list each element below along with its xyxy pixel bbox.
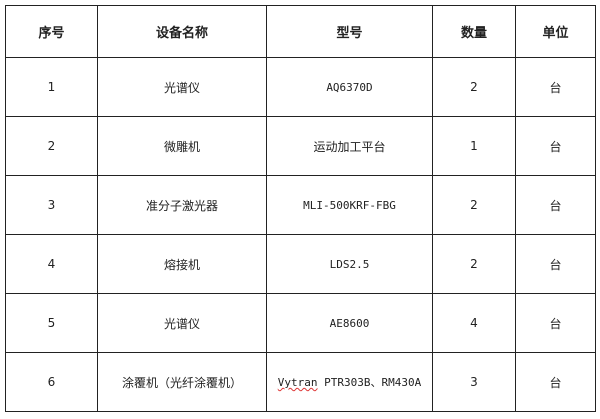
cell-unit: 台	[515, 175, 596, 235]
cell-qty: 2	[432, 175, 516, 235]
table-row: 2 微雕机 运动加工平台 1 台	[5, 116, 596, 176]
cell-no: 6	[5, 352, 98, 412]
cell-model: LDS2.5	[266, 234, 433, 294]
table-row: 3 准分子激光器 MLI-500KRF-FBG 2 台	[5, 175, 596, 235]
header-no: 序号	[5, 5, 98, 58]
cell-no: 1	[5, 57, 98, 117]
cell-unit: 台	[515, 116, 596, 176]
cell-unit: 台	[515, 293, 596, 353]
cell-qty: 2	[432, 234, 516, 294]
cell-unit: 台	[515, 57, 596, 117]
cell-name: 准分子激光器	[97, 175, 267, 235]
cell-name: 涂覆机（光纤涂覆机）	[97, 352, 267, 412]
cell-model: Vytran PTR303B、RM430A	[266, 352, 433, 412]
header-name: 设备名称	[97, 5, 267, 58]
table-row: 4 熔接机 LDS2.5 2 台	[5, 234, 596, 294]
header-qty: 数量	[432, 5, 516, 58]
cell-no: 3	[5, 175, 98, 235]
header-unit: 单位	[515, 5, 596, 58]
cell-name: 光谱仪	[97, 293, 267, 353]
equipment-table: 序号 设备名称 型号 数量 单位 1 光谱仪 AQ6370D 2 台 2 微雕机…	[5, 5, 596, 412]
cell-unit: 台	[515, 352, 596, 412]
cell-no: 5	[5, 293, 98, 353]
cell-qty: 2	[432, 57, 516, 117]
cell-no: 2	[5, 116, 98, 176]
table-row: 6 涂覆机（光纤涂覆机） Vytran PTR303B、RM430A 3 台	[5, 352, 596, 412]
cell-qty: 1	[432, 116, 516, 176]
cell-unit: 台	[515, 234, 596, 294]
cell-model: MLI-500KRF-FBG	[266, 175, 433, 235]
cell-model: AQ6370D	[266, 57, 433, 117]
cell-no: 4	[5, 234, 98, 294]
spellcheck-word: Vytran	[277, 376, 318, 389]
cell-name: 熔接机	[97, 234, 267, 294]
cell-model: AE8600	[266, 293, 433, 353]
cell-qty: 4	[432, 293, 516, 353]
model-text: PTR303B、RM430A	[317, 376, 422, 389]
cell-name: 微雕机	[97, 116, 267, 176]
header-row: 序号 设备名称 型号 数量 单位	[5, 5, 596, 58]
cell-name: 光谱仪	[97, 57, 267, 117]
table-row: 5 光谱仪 AE8600 4 台	[5, 293, 596, 353]
cell-model: 运动加工平台	[266, 116, 433, 176]
header-model: 型号	[266, 5, 433, 58]
cell-qty: 3	[432, 352, 516, 412]
table-row: 1 光谱仪 AQ6370D 2 台	[5, 57, 596, 117]
